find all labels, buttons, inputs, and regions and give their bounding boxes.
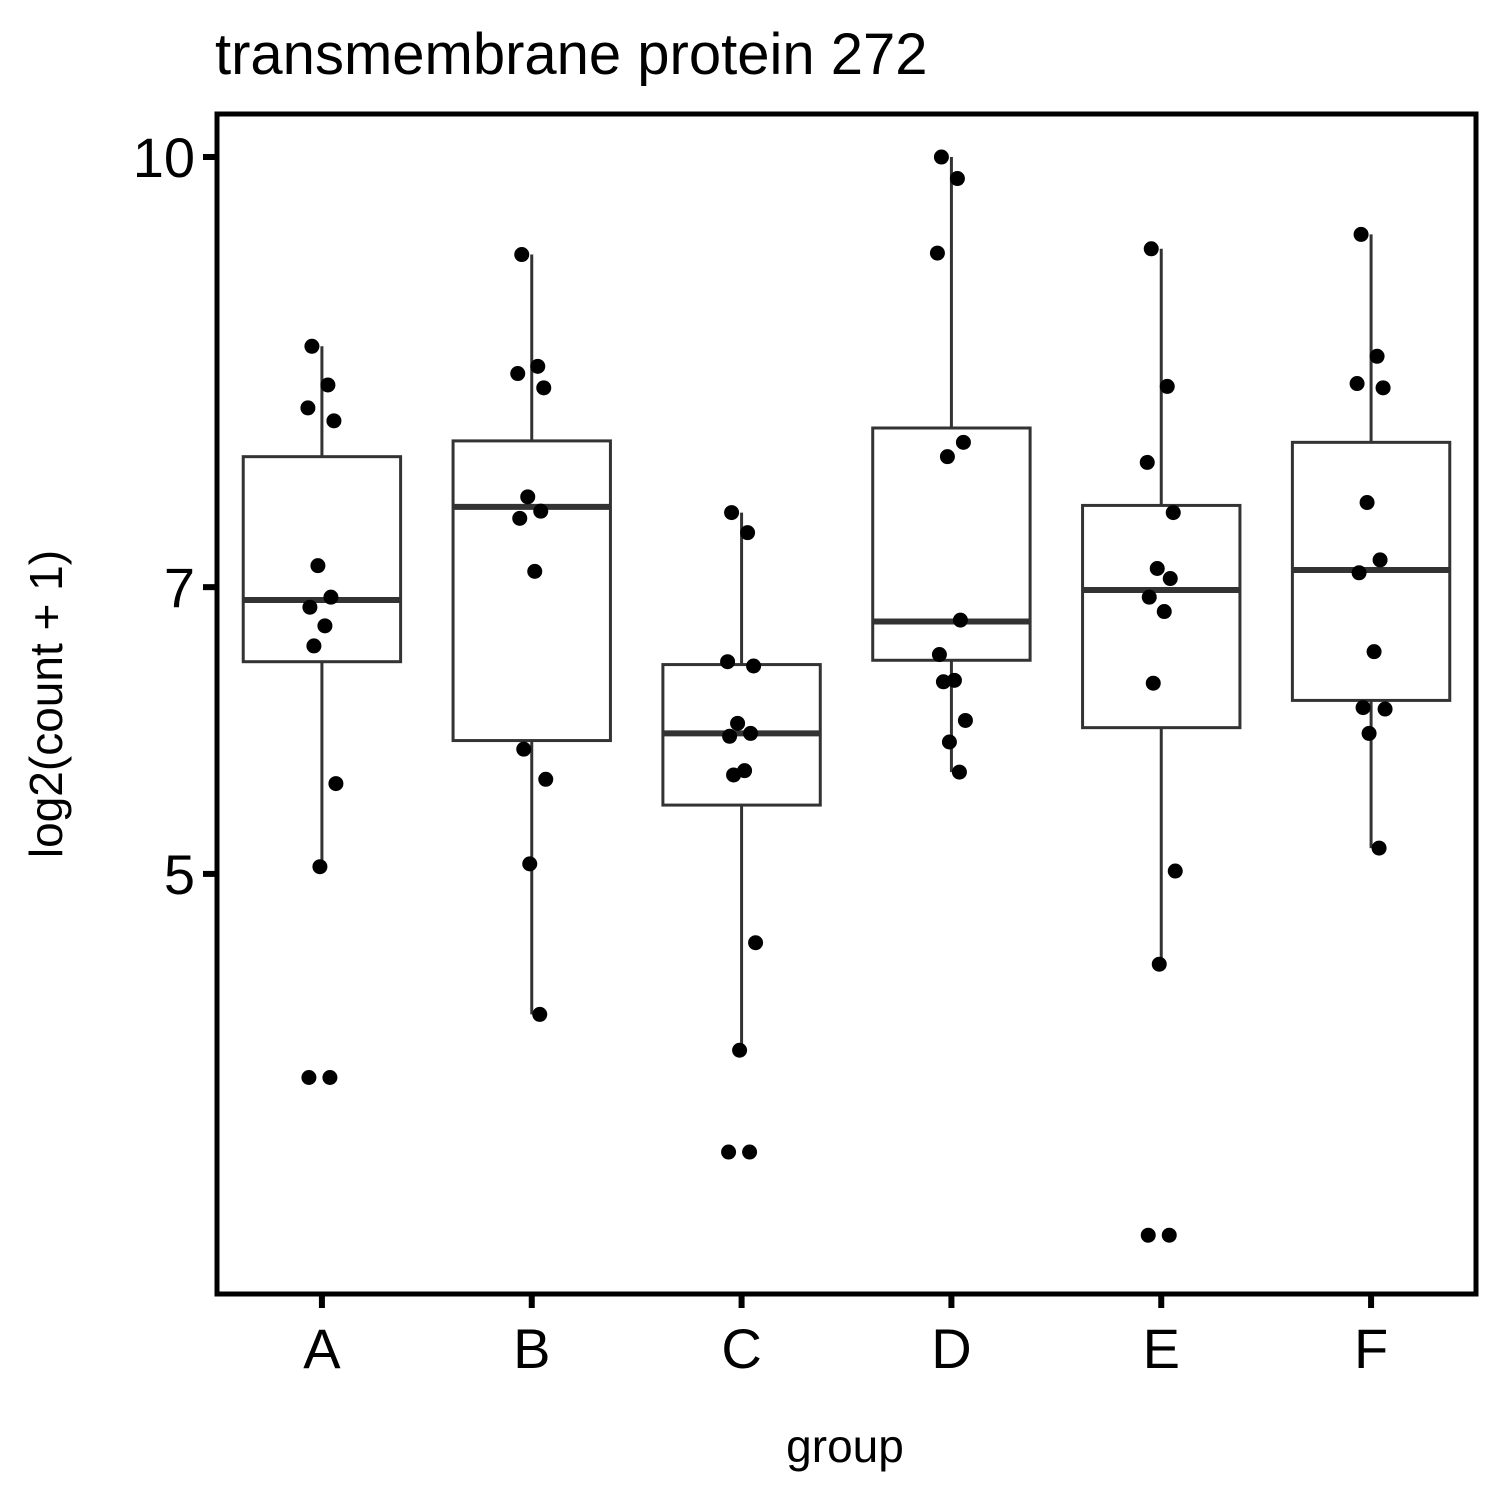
data-point-e xyxy=(1167,863,1183,879)
x-tick-label: A xyxy=(303,1317,341,1380)
data-point-c xyxy=(726,767,742,783)
data-point-e xyxy=(1165,505,1181,521)
data-point-e xyxy=(1159,378,1175,394)
data-point-c xyxy=(722,728,738,744)
data-point-f xyxy=(1359,495,1375,511)
data-point-f xyxy=(1351,565,1367,581)
data-point-b xyxy=(532,1006,548,1022)
data-point-a xyxy=(306,638,322,654)
data-point-b xyxy=(510,366,526,382)
data-point-a xyxy=(322,1069,338,1085)
x-tick-label: B xyxy=(513,1317,550,1380)
data-point-b xyxy=(536,380,552,396)
data-point-c xyxy=(748,935,764,951)
plot-panel xyxy=(241,149,1452,1243)
data-point-e xyxy=(1141,589,1157,605)
data-point-e xyxy=(1161,1227,1177,1243)
data-point-a xyxy=(328,776,344,792)
data-point-e xyxy=(1151,956,1167,972)
data-point-e xyxy=(1139,454,1155,470)
data-point-c xyxy=(746,658,762,674)
y-axis-label: log2(count + 1) xyxy=(20,550,72,858)
data-point-e xyxy=(1149,561,1165,577)
data-point-f xyxy=(1366,644,1382,660)
data-point-f xyxy=(1361,725,1377,741)
data-point-a xyxy=(326,413,342,429)
data-point-a xyxy=(310,558,326,574)
data-point-b xyxy=(530,358,546,374)
data-point-c xyxy=(740,525,756,541)
data-point-b xyxy=(516,741,532,757)
data-point-c xyxy=(732,1042,748,1058)
data-point-a xyxy=(300,400,316,416)
data-point-c xyxy=(721,1144,737,1160)
data-point-f xyxy=(1355,700,1371,716)
data-point-e xyxy=(1143,241,1159,257)
data-point-d xyxy=(952,612,968,628)
x-tick-label: D xyxy=(931,1317,971,1380)
data-point-e xyxy=(1145,675,1161,691)
chart-title: transmembrane protein 272 xyxy=(215,22,928,87)
data-point-d xyxy=(931,647,947,663)
data-point-e xyxy=(1162,571,1178,587)
y-tick-label: 7 xyxy=(164,556,195,619)
data-point-b xyxy=(522,856,538,872)
data-point-a xyxy=(320,377,336,393)
axes: 5 7 10 A B C D E F xyxy=(133,126,1388,1380)
data-point-b xyxy=(512,510,528,526)
data-point-d xyxy=(949,171,965,187)
data-point-c xyxy=(720,654,736,670)
data-point-f xyxy=(1349,376,1365,392)
data-point-f xyxy=(1377,701,1393,717)
data-point-d xyxy=(933,149,949,165)
data-point-d xyxy=(935,674,951,690)
panel-border xyxy=(214,111,1479,1297)
data-point-a xyxy=(301,1069,317,1085)
data-point-d xyxy=(951,764,967,780)
data-point-d xyxy=(946,672,962,688)
data-point-b xyxy=(538,771,554,787)
data-point-a xyxy=(317,618,333,634)
x-tick-label: E xyxy=(1143,1317,1180,1380)
data-point-f xyxy=(1353,226,1369,242)
data-point-b xyxy=(533,503,549,519)
data-point-f xyxy=(1369,348,1385,364)
data-point-c xyxy=(742,1144,758,1160)
x-tick-label: F xyxy=(1354,1317,1388,1380)
y-tick-label: 10 xyxy=(133,126,195,189)
data-point-b xyxy=(520,489,536,505)
data-point-f xyxy=(1372,552,1388,568)
data-point-d xyxy=(939,449,955,465)
data-point-d xyxy=(941,734,957,750)
data-point-e xyxy=(1156,604,1172,620)
box-b xyxy=(451,439,612,743)
data-point-a xyxy=(312,859,328,875)
y-tick-label: 5 xyxy=(164,843,195,906)
data-point-a xyxy=(323,589,339,605)
data-point-d xyxy=(929,245,945,261)
data-point-a xyxy=(304,338,320,354)
data-point-f xyxy=(1371,840,1387,856)
data-point-d xyxy=(957,712,973,728)
x-axis-label: group xyxy=(786,1420,904,1472)
x-tick-label: C xyxy=(721,1317,761,1380)
data-point-f xyxy=(1375,380,1391,396)
data-point-a xyxy=(302,599,318,615)
data-point-b xyxy=(527,563,543,579)
data-point-c xyxy=(743,725,759,741)
data-point-c xyxy=(730,715,746,731)
data-point-e xyxy=(1140,1227,1156,1243)
data-point-d xyxy=(955,434,971,450)
data-point-c xyxy=(724,505,740,521)
data-point-b xyxy=(514,247,530,263)
